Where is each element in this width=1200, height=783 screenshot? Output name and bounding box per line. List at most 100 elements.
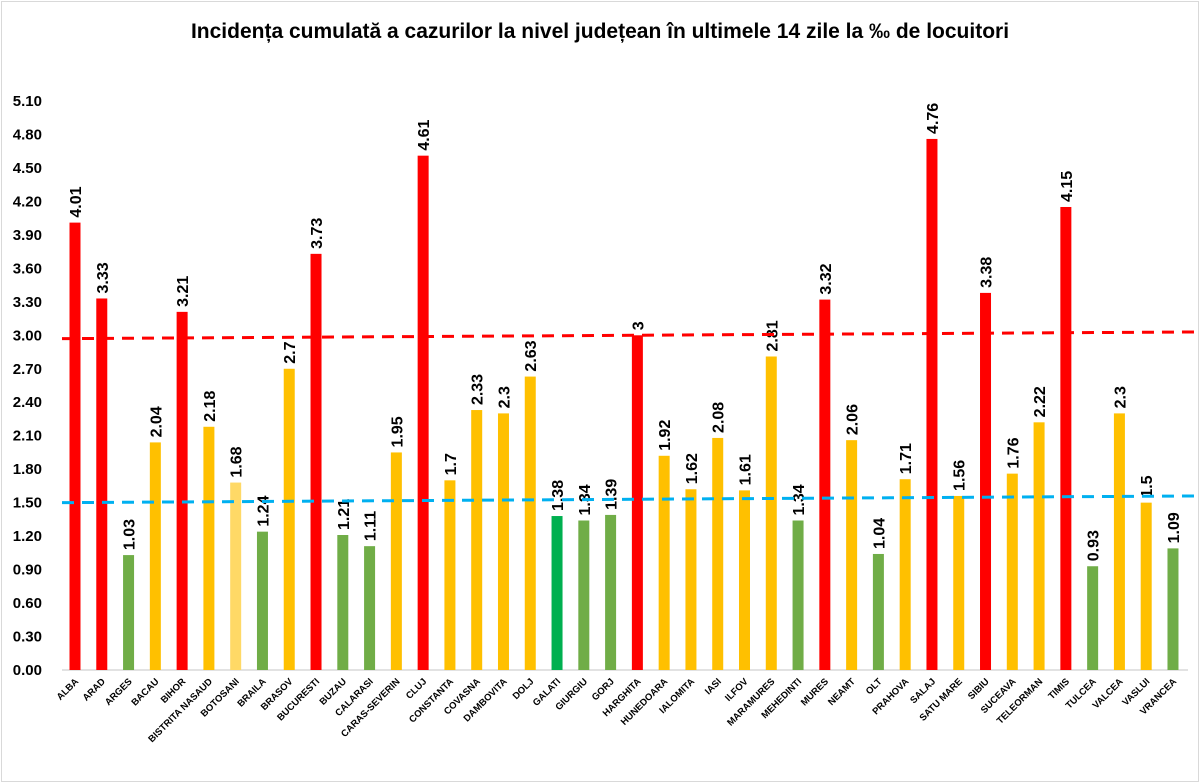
data-label: 1.7 bbox=[443, 453, 460, 475]
y-tick-label: 2.10 bbox=[13, 428, 42, 445]
data-label: 1.5 bbox=[1139, 475, 1156, 497]
y-tick-label: 3.90 bbox=[13, 227, 42, 244]
y-tick-label: 3.30 bbox=[13, 294, 42, 311]
data-label: 1.21 bbox=[336, 499, 353, 530]
data-label: 2.04 bbox=[148, 406, 165, 437]
bar-prahova bbox=[899, 479, 911, 670]
category-label: MURES bbox=[799, 676, 831, 708]
bar-cluj bbox=[417, 155, 429, 670]
y-tick-label: 0.60 bbox=[13, 595, 42, 612]
bar-ilfov bbox=[739, 490, 750, 670]
y-tick-label: 5.10 bbox=[13, 93, 42, 110]
data-label: 2.63 bbox=[523, 340, 540, 371]
bar-salaj bbox=[926, 138, 938, 670]
data-label: 4.76 bbox=[925, 103, 942, 134]
y-tick-label: 1.80 bbox=[13, 461, 42, 478]
y-tick-label: 4.50 bbox=[13, 160, 42, 177]
y-tick-label: 0.00 bbox=[13, 662, 42, 679]
y-tick-label: 3.00 bbox=[13, 327, 42, 344]
y-tick-label: 2.40 bbox=[13, 394, 42, 411]
data-label: 1.11 bbox=[363, 511, 380, 541]
bar-dambovita bbox=[497, 413, 509, 670]
bar-galati bbox=[551, 516, 563, 670]
data-label: 1.38 bbox=[550, 480, 567, 511]
bar-suceava bbox=[1006, 473, 1018, 670]
y-tick-label: 1.20 bbox=[13, 528, 42, 545]
bar-maramures bbox=[765, 356, 777, 670]
bar-tulcea bbox=[1087, 566, 1099, 670]
data-label: 1.04 bbox=[871, 518, 888, 549]
data-label: 3 bbox=[630, 321, 647, 330]
bar-neamt bbox=[846, 440, 858, 670]
category-label: ARGES bbox=[103, 676, 135, 708]
data-label: 1.92 bbox=[657, 420, 674, 451]
y-tick-label: 3.60 bbox=[13, 260, 42, 277]
bar-covasna bbox=[471, 410, 483, 670]
data-label: 1.56 bbox=[952, 460, 969, 491]
data-label: 2.22 bbox=[1032, 386, 1049, 417]
data-label: 1.76 bbox=[1005, 437, 1022, 468]
data-label: 2.3 bbox=[496, 386, 513, 408]
blue-threshold-line bbox=[61, 494, 1199, 505]
data-label: 3.32 bbox=[818, 263, 835, 294]
bar-sibiu bbox=[980, 292, 992, 670]
bar-mures bbox=[819, 299, 831, 670]
data-label: 1.24 bbox=[255, 495, 272, 526]
data-label: 4.01 bbox=[68, 186, 85, 217]
data-label: 1.68 bbox=[229, 446, 246, 477]
bar-constanta bbox=[444, 480, 456, 670]
bar-bacau bbox=[149, 442, 161, 670]
data-label: 2.06 bbox=[845, 404, 862, 435]
bar-hunedoara bbox=[658, 455, 670, 670]
bar-giurgiu bbox=[578, 520, 590, 670]
data-label: 4.15 bbox=[1059, 171, 1076, 202]
data-label: 1.39 bbox=[604, 479, 621, 510]
bar-ialomita bbox=[685, 489, 697, 670]
bar-botosani bbox=[230, 482, 242, 670]
bar-mehedinti bbox=[792, 520, 804, 670]
bar-bihor bbox=[176, 311, 188, 670]
bar-arges bbox=[123, 555, 135, 670]
data-label: 3.38 bbox=[979, 257, 996, 288]
category-label: ALBA bbox=[55, 676, 82, 703]
data-label: 1.09 bbox=[1166, 512, 1183, 543]
bar-bucuresti bbox=[310, 253, 322, 671]
data-label: 2.08 bbox=[711, 402, 728, 433]
data-label: 3.21 bbox=[175, 276, 192, 307]
bar-braila bbox=[256, 531, 268, 670]
bar-alba bbox=[69, 222, 81, 670]
y-tick-label: 4.80 bbox=[13, 126, 42, 143]
bar-valcea bbox=[1113, 413, 1125, 670]
bar-gorj bbox=[605, 514, 617, 670]
data-label: 4.61 bbox=[416, 119, 433, 150]
chart-title: Incidența cumulată a cazurilor la nivel … bbox=[190, 20, 1010, 43]
bar-iasi bbox=[712, 437, 724, 670]
y-tick-label: 4.20 bbox=[13, 193, 42, 210]
category-label: BACAU bbox=[129, 676, 161, 708]
bar-caras-severin bbox=[390, 452, 402, 670]
data-label: 2.3 bbox=[1112, 386, 1129, 408]
category-label: NEAMT bbox=[826, 676, 858, 708]
red-threshold-line bbox=[61, 330, 1199, 341]
category-label: OLT bbox=[864, 676, 885, 697]
bar-buzau bbox=[337, 535, 349, 670]
bar-arad bbox=[96, 298, 108, 670]
bar-bistrita-nasaud bbox=[203, 426, 215, 670]
category-label: IASI bbox=[703, 676, 724, 697]
y-tick-label: 0.30 bbox=[13, 629, 42, 646]
data-label: 1.61 bbox=[738, 454, 755, 485]
data-label: 2.7 bbox=[282, 341, 299, 363]
data-label: 2.33 bbox=[470, 374, 487, 405]
bar-teleorman bbox=[1033, 422, 1045, 670]
data-label: 1.34 bbox=[791, 484, 808, 515]
data-label: 3.73 bbox=[309, 218, 326, 249]
bar-calarasi bbox=[364, 546, 376, 670]
bar-timis bbox=[1060, 206, 1072, 671]
bar-dolj bbox=[524, 376, 536, 670]
data-label: 2.18 bbox=[202, 391, 219, 422]
data-label: 1.62 bbox=[684, 453, 701, 484]
bar-brasov bbox=[283, 368, 295, 670]
bar-vaslui bbox=[1140, 502, 1152, 670]
